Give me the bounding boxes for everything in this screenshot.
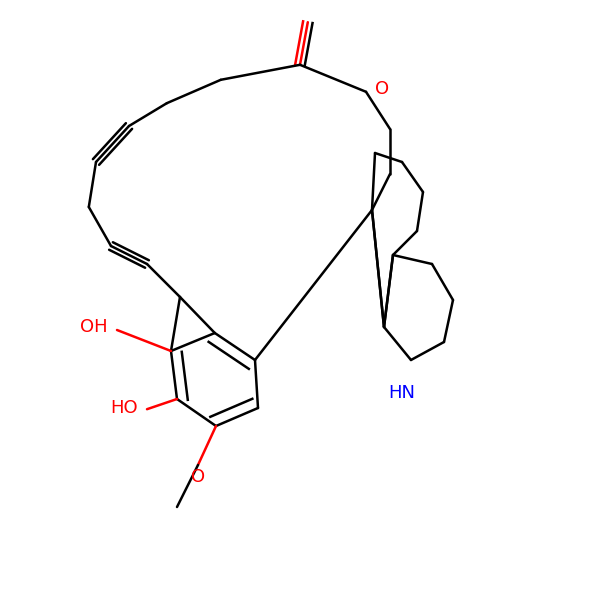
- Text: HO: HO: [110, 399, 138, 417]
- Text: O: O: [191, 468, 205, 486]
- Text: HN: HN: [389, 384, 415, 402]
- Text: O: O: [375, 80, 389, 98]
- Text: OH: OH: [80, 318, 108, 336]
